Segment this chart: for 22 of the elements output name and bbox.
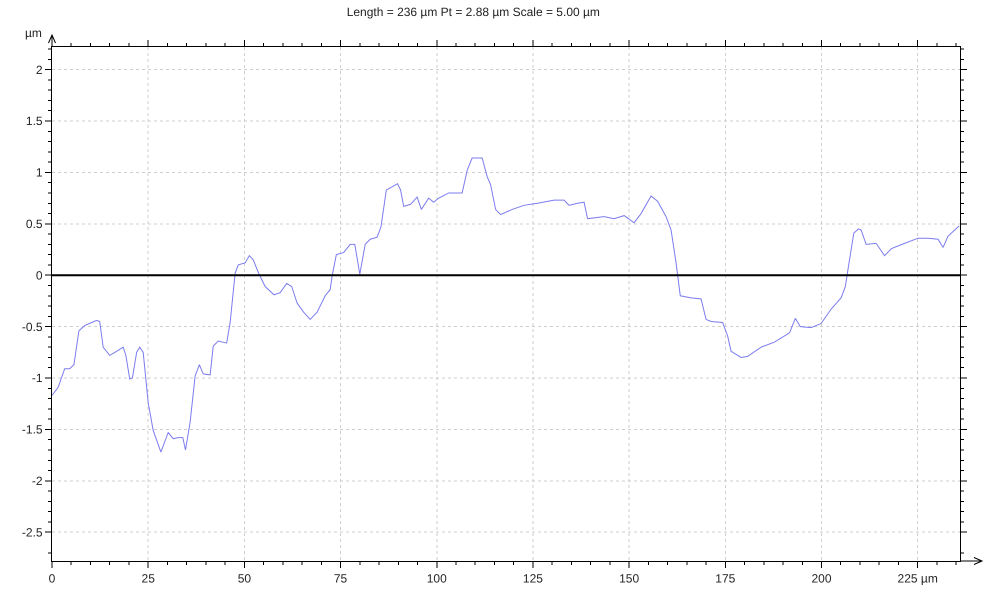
y-tick-label: 0.5 — [26, 217, 43, 232]
x-tick-label: 225 µm — [898, 571, 938, 586]
y-axis-title: µm — [25, 26, 42, 40]
x-tick-label: 100 — [426, 571, 448, 586]
x-tick-label: 200 — [811, 571, 832, 586]
x-tick-label: 175 — [715, 571, 736, 586]
x-tick-label: 150 — [619, 571, 640, 586]
x-tick-label: 0 — [48, 571, 56, 586]
y-tick-label: 0 — [36, 268, 43, 282]
y-tick-label: 1.5 — [26, 114, 43, 128]
y-tick-label: -0.5 — [22, 320, 43, 334]
y-tick-label: 1 — [36, 166, 43, 180]
x-tick-label: 125 — [522, 571, 544, 586]
y-tick-label: 2 — [36, 62, 43, 77]
x-tick-label: 25 — [142, 571, 156, 586]
x-tick-label: 75 — [334, 571, 348, 586]
y-tick-label: -1 — [32, 371, 43, 386]
x-tick-label: 50 — [238, 571, 252, 586]
y-tick-label: -2 — [32, 474, 43, 488]
y-tick-label: -1.5 — [22, 422, 43, 437]
y-tick-label: -2.5 — [22, 525, 43, 540]
chart-title: Length = 236 µm Pt = 2.88 µm Scale = 5.00 µm — [346, 5, 600, 20]
